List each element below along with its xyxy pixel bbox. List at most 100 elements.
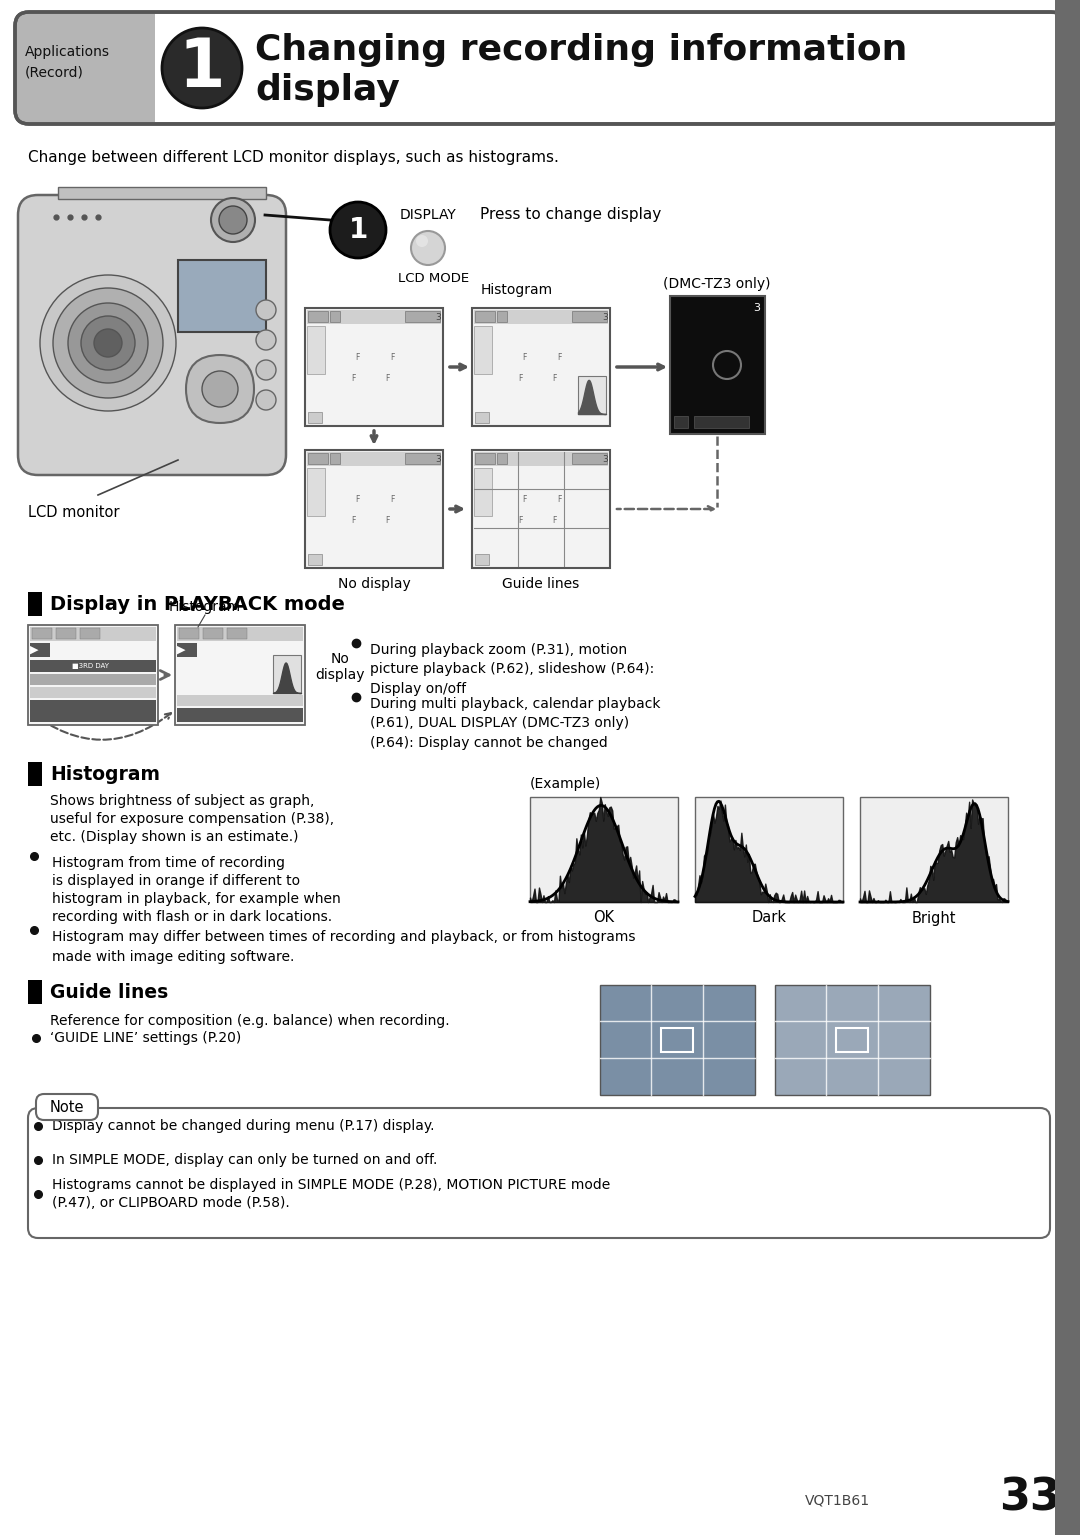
Text: Display cannot be changed during menu (P.17) display.: Display cannot be changed during menu (P…	[52, 1119, 434, 1133]
Text: Histogram: Histogram	[481, 282, 553, 296]
Bar	[472, 450, 610, 568]
Bar	[307, 468, 325, 516]
Bar	[28, 979, 42, 1004]
Text: F: F	[557, 353, 562, 362]
Text: Press to change display: Press to change display	[480, 207, 661, 223]
Text: 1: 1	[179, 35, 226, 101]
Circle shape	[94, 328, 122, 358]
Text: Changing recording information: Changing recording information	[255, 32, 907, 68]
Text: F: F	[518, 375, 523, 384]
Bar	[30, 626, 156, 642]
Bar	[30, 674, 156, 685]
Bar	[1055, 0, 1080, 1535]
Text: F: F	[355, 496, 360, 503]
Text: Applications: Applications	[25, 45, 110, 58]
Text: Note: Note	[50, 1099, 84, 1114]
Bar	[308, 411, 322, 424]
Text: 3: 3	[435, 313, 441, 321]
Bar	[307, 325, 325, 375]
Circle shape	[219, 206, 247, 233]
Text: F: F	[386, 516, 390, 525]
Bar	[530, 797, 678, 903]
Text: F: F	[523, 353, 527, 362]
FancyBboxPatch shape	[18, 195, 286, 474]
Circle shape	[162, 28, 242, 107]
FancyBboxPatch shape	[186, 355, 254, 424]
Text: DISPLAY: DISPLAY	[400, 209, 457, 223]
Text: etc. (Display shown is an estimate.): etc. (Display shown is an estimate.)	[50, 830, 298, 844]
Bar	[474, 468, 492, 516]
Text: VQT1B61: VQT1B61	[805, 1494, 870, 1507]
Bar	[674, 416, 688, 428]
Bar	[273, 655, 301, 692]
Text: F: F	[355, 353, 360, 362]
Bar	[696, 797, 843, 903]
Text: Histograms cannot be displayed in SIMPLE MODE (P.28), MOTION PICTURE mode
(P.47): Histograms cannot be displayed in SIMPLE…	[52, 1177, 610, 1210]
Text: is displayed in orange if different to: is displayed in orange if different to	[52, 873, 300, 889]
Text: Dark: Dark	[752, 910, 786, 926]
Text: Bright: Bright	[912, 910, 956, 926]
Bar	[58, 187, 266, 200]
Text: F: F	[553, 375, 557, 384]
Bar	[32, 628, 52, 639]
Bar	[497, 312, 507, 322]
FancyBboxPatch shape	[28, 1108, 1050, 1239]
Text: Display in PLAYBACK mode: Display in PLAYBACK mode	[50, 594, 345, 614]
Bar	[405, 453, 440, 464]
Bar	[30, 643, 50, 657]
Bar	[661, 1028, 693, 1051]
Text: Change between different LCD monitor displays, such as histograms.: Change between different LCD monitor dis…	[28, 150, 558, 164]
Bar	[694, 416, 750, 428]
Bar	[308, 453, 328, 464]
Text: Histogram may differ between times of recording and playback, or from histograms: Histogram may differ between times of re…	[52, 930, 635, 964]
Bar	[28, 761, 42, 786]
Text: (DMC-TZ3 only): (DMC-TZ3 only)	[663, 276, 771, 292]
Bar	[305, 450, 443, 568]
Text: Guide lines: Guide lines	[502, 577, 580, 591]
Bar	[56, 628, 76, 639]
Circle shape	[256, 330, 276, 350]
Bar	[177, 626, 303, 642]
Circle shape	[256, 299, 276, 319]
Bar	[474, 310, 608, 324]
Circle shape	[68, 302, 148, 384]
Text: F: F	[351, 375, 355, 384]
Bar	[308, 554, 322, 565]
Text: F: F	[390, 496, 394, 503]
Bar	[307, 451, 441, 467]
Bar	[670, 296, 765, 434]
Bar	[572, 312, 607, 322]
Text: F: F	[351, 516, 355, 525]
Bar	[177, 643, 197, 657]
Bar	[475, 411, 489, 424]
Circle shape	[53, 289, 163, 398]
Bar	[177, 708, 303, 721]
Bar	[307, 310, 441, 324]
FancyBboxPatch shape	[15, 12, 1065, 124]
Bar	[836, 1028, 868, 1051]
Bar	[475, 554, 489, 565]
Bar	[600, 985, 755, 1094]
Bar	[30, 660, 156, 672]
Text: 1: 1	[349, 216, 367, 244]
Text: No
display: No display	[315, 652, 365, 682]
Bar	[28, 625, 158, 725]
Bar	[156, 14, 175, 121]
Text: (Example): (Example)	[530, 777, 602, 791]
Bar	[860, 797, 1008, 903]
Circle shape	[256, 390, 276, 410]
Bar	[474, 325, 492, 375]
Text: OK: OK	[593, 910, 615, 926]
Text: Shows brightness of subject as graph,: Shows brightness of subject as graph,	[50, 794, 314, 807]
Bar	[472, 309, 610, 427]
Circle shape	[411, 230, 445, 266]
Text: No display: No display	[338, 577, 410, 591]
Text: 33: 33	[999, 1477, 1061, 1520]
Circle shape	[81, 316, 135, 370]
Text: 3: 3	[435, 454, 441, 464]
Bar	[28, 593, 42, 616]
Text: histogram in playback, for example when: histogram in playback, for example when	[52, 892, 341, 906]
Bar	[227, 628, 247, 639]
Bar	[775, 985, 930, 1094]
Text: 3: 3	[754, 302, 760, 313]
